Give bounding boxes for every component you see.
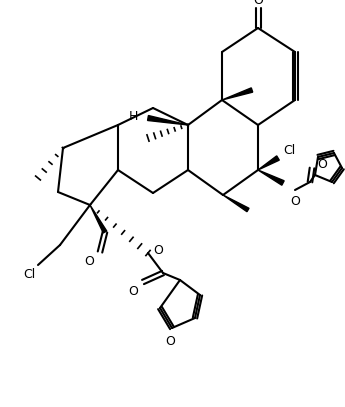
Text: O: O (290, 195, 300, 208)
Text: Cl: Cl (23, 268, 35, 281)
Text: O: O (317, 158, 327, 171)
Text: O: O (153, 243, 163, 256)
Polygon shape (258, 170, 284, 185)
Text: H: H (129, 109, 138, 123)
Polygon shape (90, 205, 107, 233)
Text: O: O (165, 335, 175, 348)
Polygon shape (258, 156, 279, 170)
Text: O: O (84, 255, 94, 268)
Polygon shape (222, 88, 253, 100)
Polygon shape (148, 116, 188, 125)
Text: Cl: Cl (283, 144, 295, 157)
Polygon shape (223, 195, 249, 212)
Text: O: O (253, 0, 263, 7)
Text: O: O (128, 285, 138, 298)
